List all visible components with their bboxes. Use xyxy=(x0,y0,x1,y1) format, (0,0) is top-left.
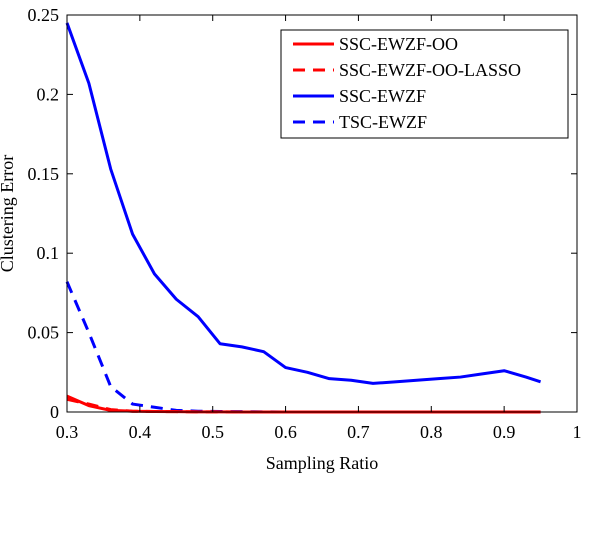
legend: SSC-EWZF-OO SSC-EWZF-OO-LASSO SSC-EWZF TSC-… xyxy=(280,29,569,139)
legend-label: TSC-EWZF xyxy=(339,112,427,132)
y-tick-label: 0.2 xyxy=(37,84,60,104)
legend-label: SSC-EWZF xyxy=(339,86,426,106)
x-tick-label: 0.4 xyxy=(129,422,152,442)
x-tick-label: 0.3 xyxy=(56,422,79,442)
y-tick-label: 0 xyxy=(50,402,59,422)
x-tick-label: 0.7 xyxy=(347,422,370,442)
y-tick-label: 0.15 xyxy=(28,164,60,184)
y-tick-label: 0.1 xyxy=(37,243,60,263)
x-axis-label: Sampling Ratio xyxy=(266,453,379,473)
legend-box xyxy=(280,29,569,139)
y-tick-label: 0.05 xyxy=(28,323,60,343)
plot-area xyxy=(66,14,578,413)
x-tick-label: 0.6 xyxy=(274,422,297,442)
series-line-tsc-ewzf xyxy=(65,281,541,414)
y-axis-label: Clustering Error xyxy=(0,155,17,272)
series-line-ssc-ewzf xyxy=(65,22,542,385)
legend-label: SSC-EWZF-OO-LASSO xyxy=(339,60,521,80)
y-tick-label: 0.25 xyxy=(28,5,60,25)
x-tick-label: 0.9 xyxy=(493,422,516,442)
x-tick-label: 0.5 xyxy=(201,422,224,442)
ticks-layer: 0.3 0.4 0.5 0.6 0.7 0.8 0.9 1 0 0.05 0.1 0.15 0.2 0.2… xyxy=(28,5,582,442)
legend-label: SSC-EWZF-OO xyxy=(339,34,458,54)
x-tick-label: 0.8 xyxy=(420,422,443,442)
x-tick-label: 1 xyxy=(573,422,582,442)
